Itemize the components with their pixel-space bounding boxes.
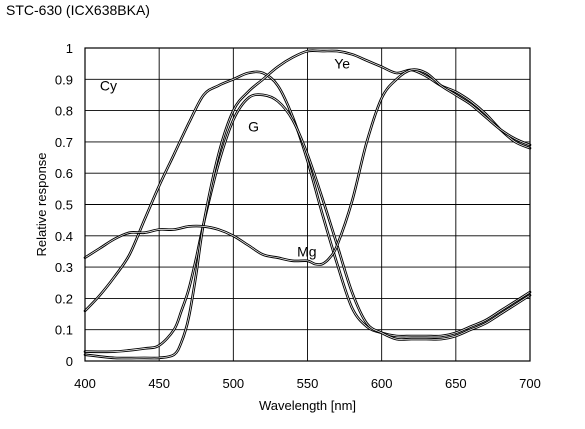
y-tick-label: 0.9	[55, 72, 73, 87]
x-tick-label: 500	[222, 376, 244, 391]
y-tick-label: 0.3	[55, 260, 73, 275]
y-tick-label: 0.8	[55, 104, 73, 119]
y-tick-label: 0.7	[55, 135, 73, 150]
y-tick-label: 0.5	[55, 198, 73, 213]
x-tick-label: 550	[297, 376, 319, 391]
series-line-ye-core	[84, 50, 531, 359]
series-line-cy-core	[84, 71, 531, 337]
y-tick-label: 1	[66, 41, 73, 56]
y-tick-label: 0.6	[55, 166, 73, 181]
series-label-g: G	[248, 118, 259, 134]
x-tick-label: 650	[445, 376, 467, 391]
x-axis-label: Wavelength [nm]	[259, 398, 356, 413]
y-axis-label: Relative response	[34, 152, 49, 256]
chart-title: STC-630 (ICX638BKA)	[6, 2, 150, 18]
tick-label-layer: 400 450 500 550 600 650 700 0 0.1 0.2 0.3 0.4 0.5 0.6…	[55, 41, 541, 391]
series-layer	[83, 49, 532, 360]
series-line-mg-core	[84, 69, 531, 265]
y-tick-label: 0	[66, 354, 73, 369]
series-label-ye: Ye	[334, 56, 350, 72]
y-tick-label: 0.4	[55, 229, 73, 244]
x-tick-label: 450	[148, 376, 170, 391]
series-label-cy: Cy	[100, 78, 117, 94]
series-label-layer: Cy G Ye Mg	[100, 56, 350, 260]
series-label-mg: Mg	[297, 243, 316, 259]
y-tick-label: 0.1	[55, 323, 73, 338]
x-tick-label: 400	[74, 376, 96, 391]
y-tick-label: 0.2	[55, 291, 73, 306]
series-line-g-core	[84, 94, 531, 353]
x-tick-label: 600	[371, 376, 393, 391]
x-tick-label: 700	[519, 376, 541, 391]
plot-frame	[84, 47, 531, 362]
grid-layer	[84, 47, 531, 362]
